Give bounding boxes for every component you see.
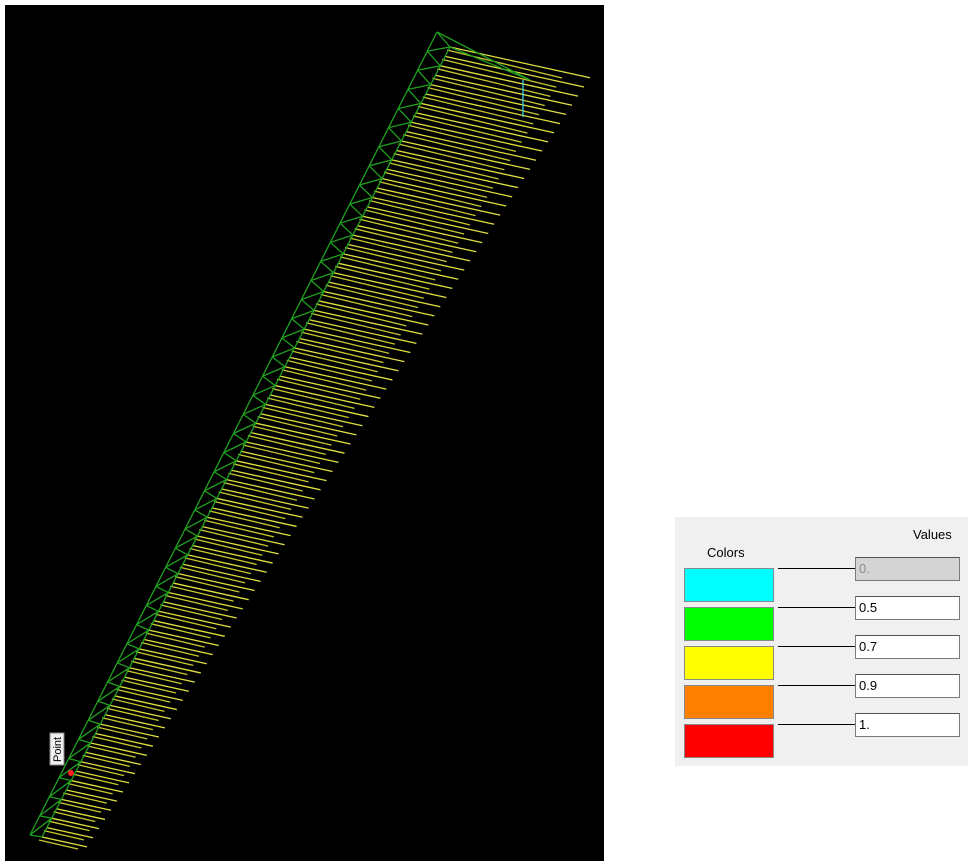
colors-header: Colors	[707, 545, 745, 560]
color-swatch	[684, 685, 774, 719]
point-tag: Point	[50, 733, 64, 765]
values-header: Values	[913, 527, 952, 542]
value-input[interactable]: 1.	[855, 713, 960, 737]
color-swatch	[684, 568, 774, 602]
connector-line	[778, 724, 855, 725]
value-input[interactable]: 0.5	[855, 596, 960, 620]
connector-line	[778, 568, 855, 569]
value-input[interactable]: 0.7	[855, 635, 960, 659]
point-marker	[68, 770, 74, 776]
color-swatch	[684, 646, 774, 680]
viewport-background	[5, 5, 604, 861]
page: Point Values Colors 0.0.50.70.91. (() =>…	[0, 0, 974, 866]
point-label: Point	[52, 737, 64, 762]
connector-line	[778, 685, 855, 686]
color-swatch	[684, 607, 774, 641]
connector-line	[778, 607, 855, 608]
color-swatch	[684, 724, 774, 758]
value-input[interactable]: 0.9	[855, 674, 960, 698]
color-legend: Values Colors 0. 0.5 0.7 0.9 1.	[675, 517, 968, 766]
value-input: 0.	[855, 557, 960, 581]
connector-line	[778, 646, 855, 647]
model-viewport: Point	[5, 5, 604, 861]
